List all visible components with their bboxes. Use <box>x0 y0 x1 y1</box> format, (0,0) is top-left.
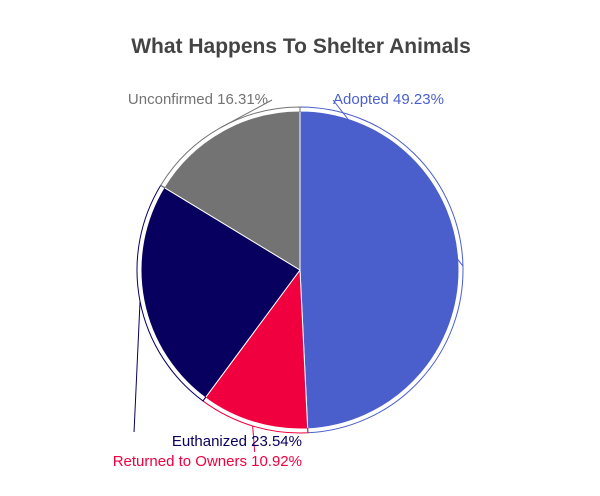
chart-title: What Happens To Shelter Animals <box>131 35 471 58</box>
connector-adopted <box>332 99 464 267</box>
label-leaders <box>133 99 464 453</box>
slice-label-euthanized: Euthanized 23.54% <box>172 433 302 450</box>
pie-slices <box>140 110 460 430</box>
connector-euthanized <box>133 301 141 433</box>
connector-unconfirmed <box>219 99 273 129</box>
slice-labels: Adopted 49.23% Returned to Owners 10.92% E… <box>113 91 444 470</box>
pie-slice-returned-to-owners[interactable] <box>204 268 309 430</box>
leader-euthanized <box>136 184 207 402</box>
pie-slice-adopted[interactable] <box>299 110 460 430</box>
slice-label-adopted: Adopted 49.23% <box>333 91 444 108</box>
slice-label-returned-to-owners: Returned to Owners 10.92% <box>113 453 302 470</box>
connector-returned-to-owners <box>252 425 256 453</box>
slice-label-unconfirmed: Unconfirmed 16.31% <box>128 91 268 108</box>
pie-slice-unconfirmed[interactable] <box>163 110 301 271</box>
leader-returned-to-owners <box>202 396 309 434</box>
pie-slice-euthanized[interactable] <box>140 186 301 399</box>
